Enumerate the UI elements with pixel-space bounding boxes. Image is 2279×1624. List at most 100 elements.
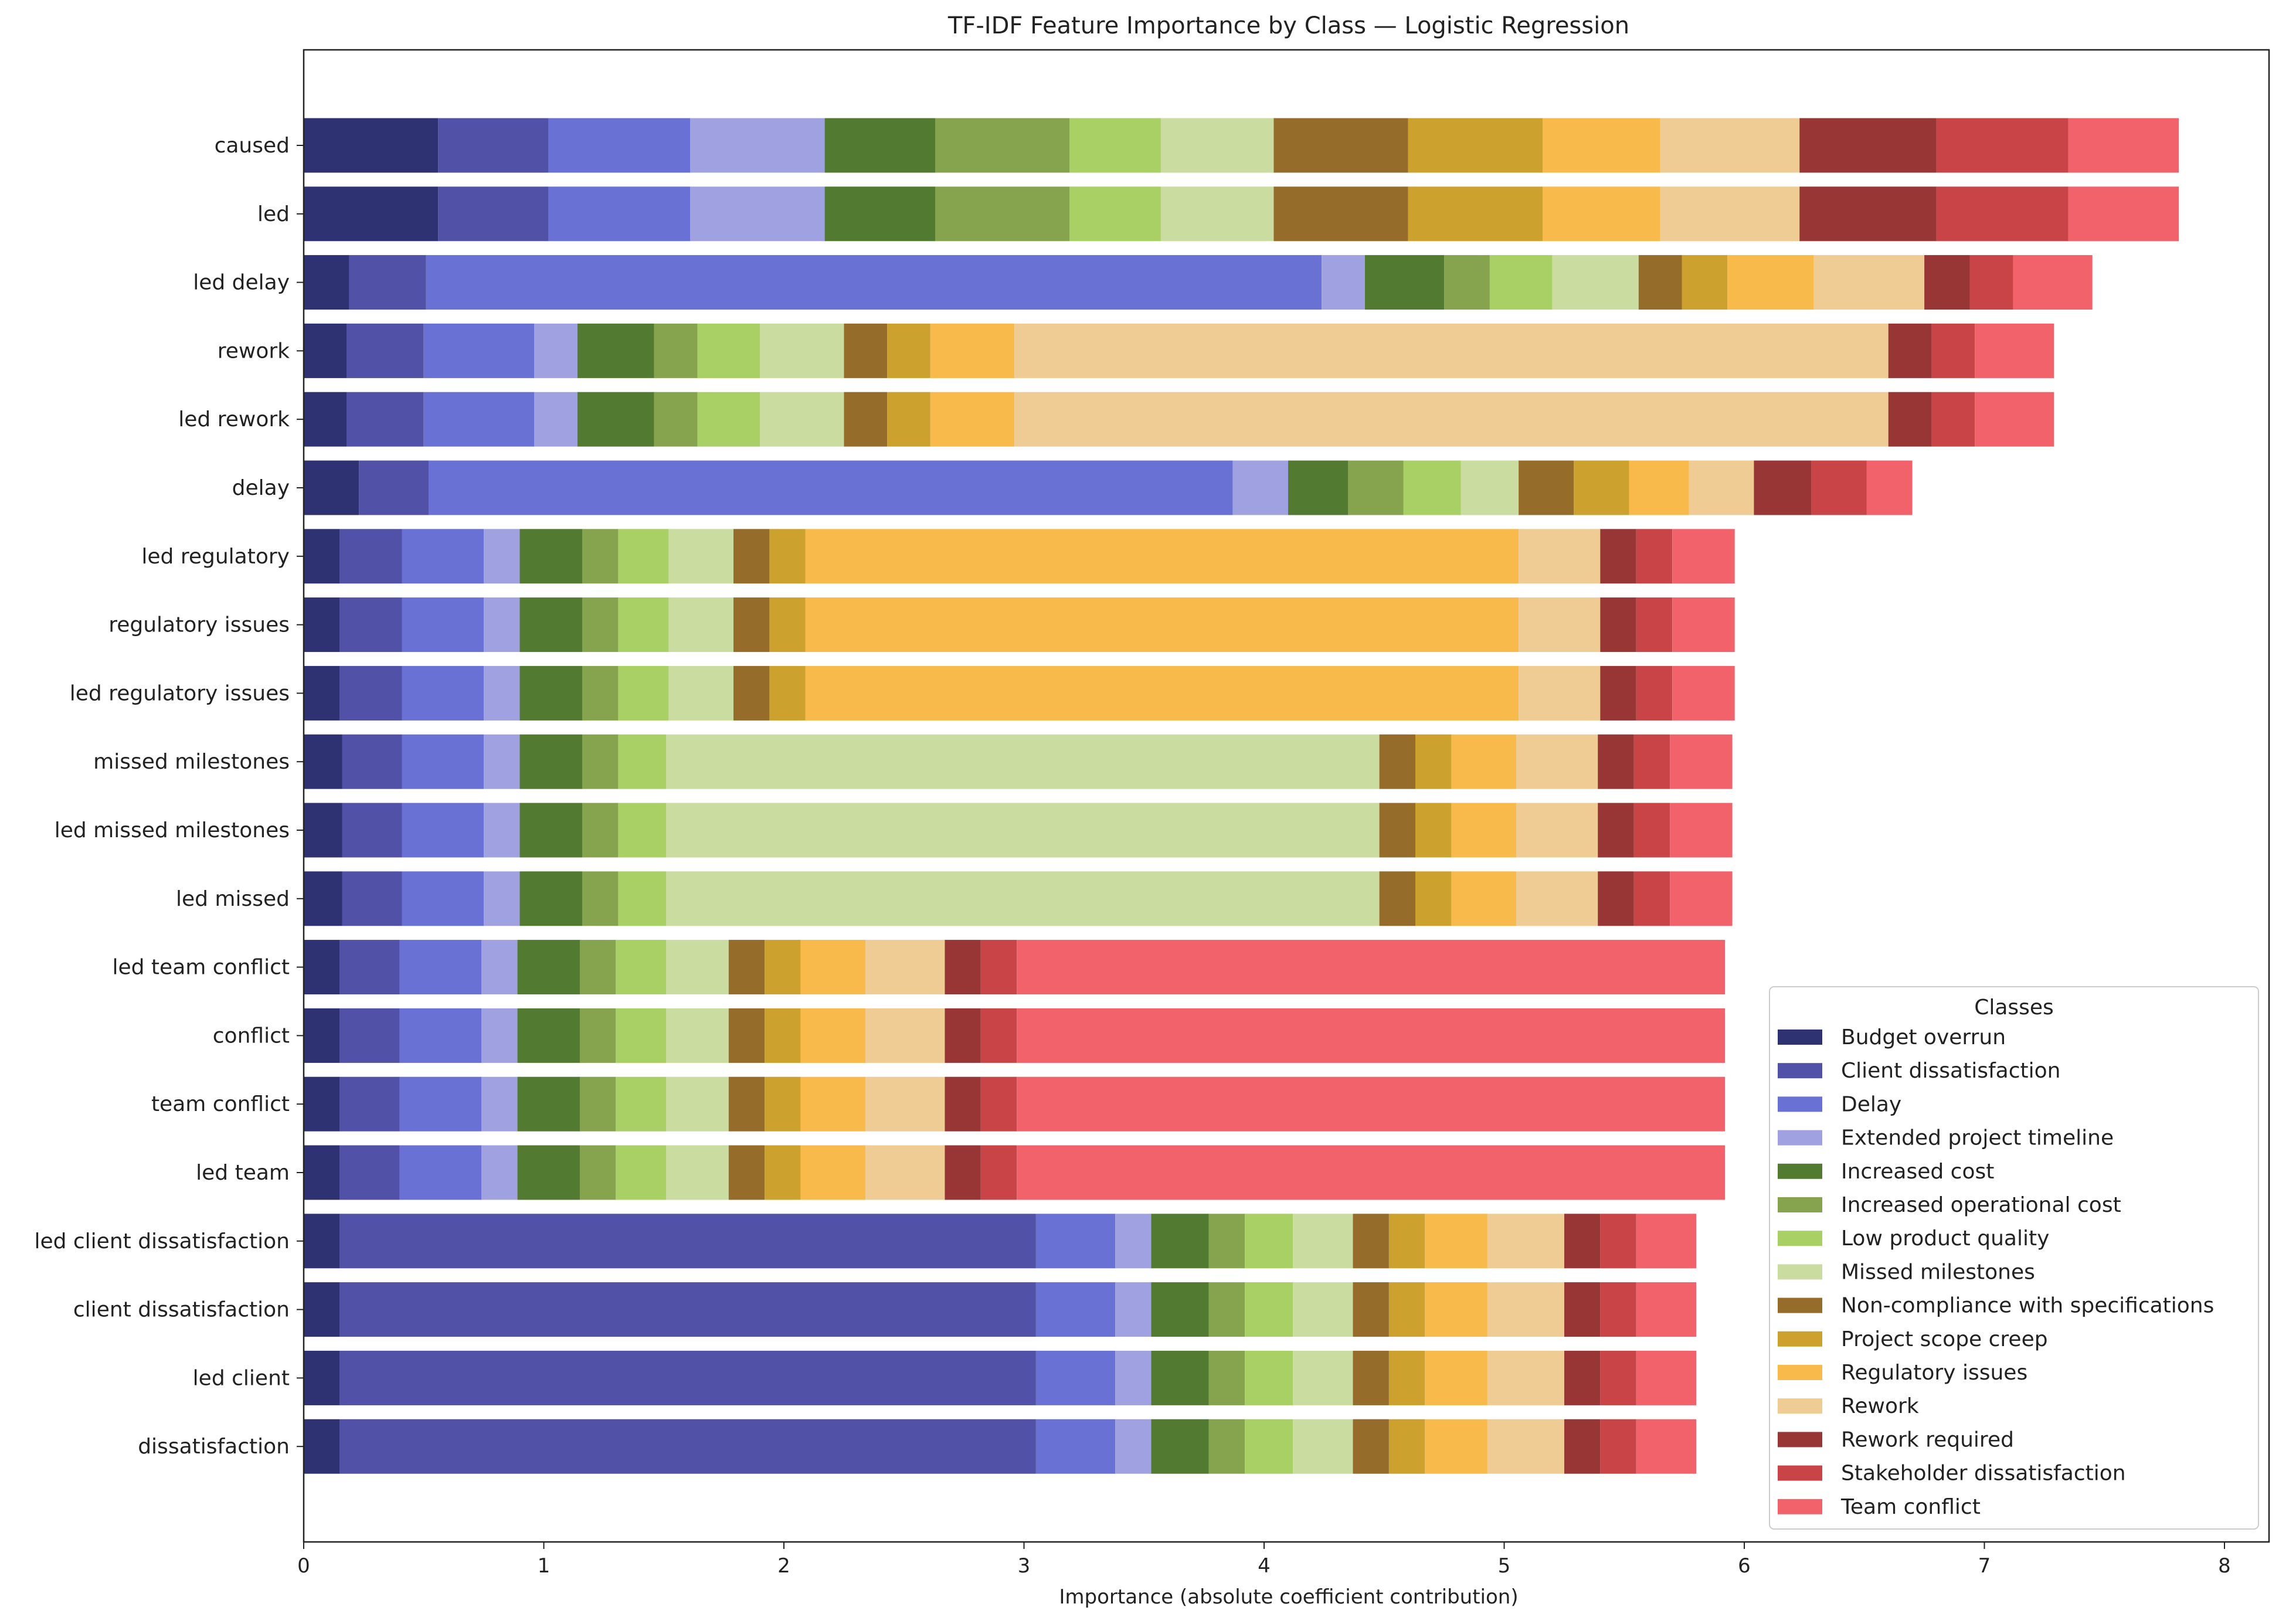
legend-label: Low product quality (1841, 1227, 2049, 1251)
bar-segment-led-team-conflict-7 (666, 940, 729, 995)
x-tick-label: 1 (538, 1554, 551, 1578)
bar-segment-regulatory-issues-12 (1600, 597, 1636, 653)
y-tick-label: delay (232, 476, 290, 500)
bar-segment-led-regulatory-issues-3 (484, 665, 520, 721)
bar-segment-led-team-conflict-13 (980, 940, 1017, 995)
bar-segment-led-delay-9 (1682, 255, 1728, 310)
x-axis-label: Importance (absolute coefficient contrib… (1059, 1585, 1518, 1609)
bar-segment-led-12 (1799, 186, 1937, 242)
legend-box (1769, 986, 2259, 1530)
bar-segment-led-missed-milestones-14 (1670, 803, 1733, 858)
bar-segment-caused-13 (1936, 118, 2069, 173)
bar-segment-dissatisfaction-9 (1388, 1419, 1425, 1474)
bar-segment-led-team-13 (980, 1145, 1017, 1200)
bars-group (304, 118, 2179, 1474)
bar-segment-caused-10 (1543, 118, 1660, 173)
bar-segment-led-missed-1 (342, 871, 402, 926)
y-tick-label: led rework (178, 407, 290, 432)
bar-segment-rework-0 (304, 323, 347, 378)
bar-segment-caused-14 (2068, 118, 2179, 173)
bar-segment-client-dissatisfaction-13 (1600, 1282, 1636, 1337)
bar-segment-led-rework-1 (347, 392, 424, 447)
bar-segment-led-delay-1 (349, 255, 426, 310)
bar-segment-rework-3 (534, 323, 578, 378)
bar-segment-led-client-11 (1487, 1350, 1564, 1405)
bar-segment-led-regulatory-issues-4 (519, 665, 582, 721)
bar-segment-led-missed-10 (1451, 871, 1516, 926)
bar-segment-led-regulatory-7 (668, 529, 733, 584)
bar-segment-led-missed-milestones-12 (1598, 803, 1634, 858)
bar-segment-led-regulatory-12 (1600, 529, 1636, 584)
bar-segment-delay-5 (1348, 460, 1404, 515)
bar-segment-led-missed-milestones-3 (484, 803, 520, 858)
x-tick-label: 5 (1498, 1554, 1511, 1578)
bar-segment-conflict-13 (980, 1008, 1017, 1063)
bar-segment-led-client-dissatisfaction-14 (1636, 1214, 1697, 1269)
bar-segment-led-regulatory-issues-13 (1636, 665, 1673, 721)
bar-segment-led-team-6 (616, 1145, 667, 1200)
bar-segment-led-team-conflict-14 (1017, 940, 1726, 995)
bar-segment-team-conflict-14 (1017, 1076, 1726, 1132)
bar-segment-delay-11 (1689, 460, 1754, 515)
bar-segment-rework-12 (1888, 323, 1932, 378)
bar-segment-conflict-7 (666, 1008, 729, 1063)
bar-segment-dissatisfaction-6 (1245, 1419, 1293, 1474)
legend-swatch (1778, 1465, 1822, 1481)
y-tick-label: led client dissatisfaction (34, 1229, 290, 1253)
bar-segment-led-rework-9 (887, 392, 930, 447)
bar-segment-dissatisfaction-0 (304, 1419, 340, 1474)
bar-segment-delay-14 (1866, 460, 1913, 515)
bar-segment-team-conflict-4 (517, 1076, 580, 1132)
bar-segment-led-1 (438, 186, 549, 242)
legend-label: Rework required (1841, 1428, 2014, 1452)
bar-segment-led-client-dissatisfaction-5 (1208, 1214, 1245, 1269)
bar-segment-led-regulatory-issues-14 (1672, 665, 1735, 721)
bar-segment-regulatory-issues-2 (402, 597, 484, 653)
bar-segment-led-team-2 (399, 1145, 481, 1200)
bar-segment-delay-0 (304, 460, 359, 515)
bar-segment-led-team-12 (945, 1145, 981, 1200)
bar-segment-led-client-dissatisfaction-1 (339, 1214, 1036, 1269)
bar-segment-conflict-3 (481, 1008, 518, 1063)
bar-segment-team-conflict-13 (980, 1076, 1017, 1132)
bar-segment-led-missed-0 (304, 871, 342, 926)
bar-segment-led-team-1 (339, 1145, 400, 1200)
bar-segment-rework-13 (1931, 323, 1975, 378)
bar-segment-rework-6 (697, 323, 760, 378)
bar-segment-led-client-1 (339, 1350, 1036, 1405)
bar-segment-led-delay-2 (426, 255, 1322, 310)
legend-label: Missed milestones (1841, 1260, 2035, 1284)
bar-segment-caused-11 (1660, 118, 1800, 173)
bar-segment-regulatory-issues-4 (519, 597, 582, 653)
y-tick-label: client dissatisfaction (73, 1298, 290, 1322)
bar-segment-led-10 (1543, 186, 1660, 242)
bar-segment-led-rework-10 (930, 392, 1015, 447)
bar-segment-led-team-4 (517, 1145, 580, 1200)
y-tick-label: led (257, 202, 290, 226)
legend-swatch (1778, 1432, 1822, 1448)
legend-label: Non-compliance with specifications (1841, 1294, 2214, 1318)
bar-segment-caused-1 (438, 118, 549, 173)
bar-segment-led-9 (1408, 186, 1543, 242)
bar-segment-caused-8 (1273, 118, 1408, 173)
bar-segment-led-team-0 (304, 1145, 340, 1200)
bar-segment-delay-1 (359, 460, 429, 515)
y-axis: caused led led delay rework led rework delay l… (34, 134, 304, 1459)
bar-segment-led-client-dissatisfaction-9 (1388, 1214, 1425, 1269)
bar-segment-caused-6 (1069, 118, 1161, 173)
bar-segment-missed-milestones-8 (1379, 734, 1415, 789)
bar-segment-led-regulatory-issues-0 (304, 665, 340, 721)
bar-segment-delay-10 (1629, 460, 1689, 515)
bar-segment-client-dissatisfaction-14 (1636, 1282, 1697, 1337)
bar-segment-led-client-0 (304, 1350, 340, 1405)
bar-segment-led-rework-3 (534, 392, 578, 447)
x-tick-label: 2 (777, 1554, 790, 1578)
bar-segment-missed-milestones-13 (1633, 734, 1670, 789)
chart-title: TF-IDF Feature Importance by Class — Log… (947, 12, 1629, 39)
bar-segment-led-team-8 (728, 1145, 765, 1200)
bar-segment-dissatisfaction-12 (1564, 1419, 1601, 1474)
bar-segment-led-delay-12 (1924, 255, 1970, 310)
bar-segment-led-delay-7 (1552, 255, 1639, 310)
bar-segment-team-conflict-6 (616, 1076, 667, 1132)
bar-segment-regulatory-issues-8 (733, 597, 770, 653)
